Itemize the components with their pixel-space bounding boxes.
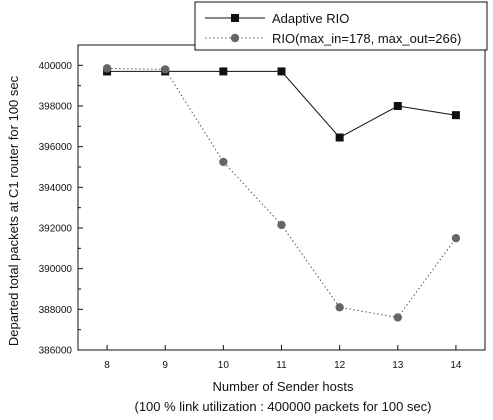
x-tick-label: 10 [218, 360, 230, 371]
y-tick-label: 400000 [39, 61, 73, 72]
legend-marker-adaptive-rio [231, 14, 239, 22]
x-tick-label: 9 [162, 360, 168, 371]
data-point-rio [161, 65, 170, 74]
y-tick-label: 386000 [39, 346, 73, 357]
x-tick-label: 11 [276, 360, 287, 371]
data-point-adaptive-rio [277, 67, 286, 76]
y-tick-label: 394000 [39, 183, 73, 194]
y-tick-label: 396000 [39, 142, 73, 153]
legend-label-rio: RIO(max_in=178, max_out=266) [272, 31, 461, 46]
x-tick-label: 14 [450, 360, 462, 371]
data-point-adaptive-rio [393, 102, 402, 110]
data-point-rio [335, 303, 344, 312]
data-point-rio [219, 157, 228, 167]
data-point-adaptive-rio [219, 67, 228, 76]
data-point-rio [393, 313, 402, 322]
x-tick-label: 12 [334, 360, 346, 371]
data-point-adaptive-rio [335, 133, 344, 142]
legend-marker-rio [230, 33, 240, 43]
plot-frame [77, 44, 486, 351]
series-line-adaptive-rio [107, 70, 456, 139]
data-point-rio [277, 220, 286, 230]
y-tick-label: 392000 [39, 224, 73, 235]
data-point-rio [102, 64, 112, 73]
series-layer [102, 64, 461, 322]
data-point-rio [451, 233, 461, 243]
x-axis-label: Number of Sender hosts [213, 379, 354, 394]
x-axis-sublabel: (100 % link utilization : 400000 packets… [134, 399, 431, 414]
legend-box [194, 1, 488, 51]
x-axis-ticks: 8 9 10 11 12 13 14 [104, 345, 462, 371]
x-tick-label: 13 [392, 360, 404, 371]
legend: Adaptive RIO RIO(max_in=178, max_out=266… [194, 1, 488, 51]
y-tick-label: 398000 [39, 102, 73, 113]
y-tick-label: 390000 [39, 264, 73, 275]
data-point-adaptive-rio [451, 111, 460, 120]
plot-area [77, 44, 486, 351]
y-tick-label: 388000 [39, 305, 73, 316]
y-axis-ticks: 386000 388000 390000 392000 394000 396000 3980… [39, 61, 83, 357]
series-line-rio [107, 67, 457, 319]
x-tick-label: 8 [104, 360, 110, 371]
legend-label-adaptive-rio: Adaptive RIO [272, 11, 349, 26]
y-axis-label: Departed total packets at C1 router for … [6, 75, 21, 346]
